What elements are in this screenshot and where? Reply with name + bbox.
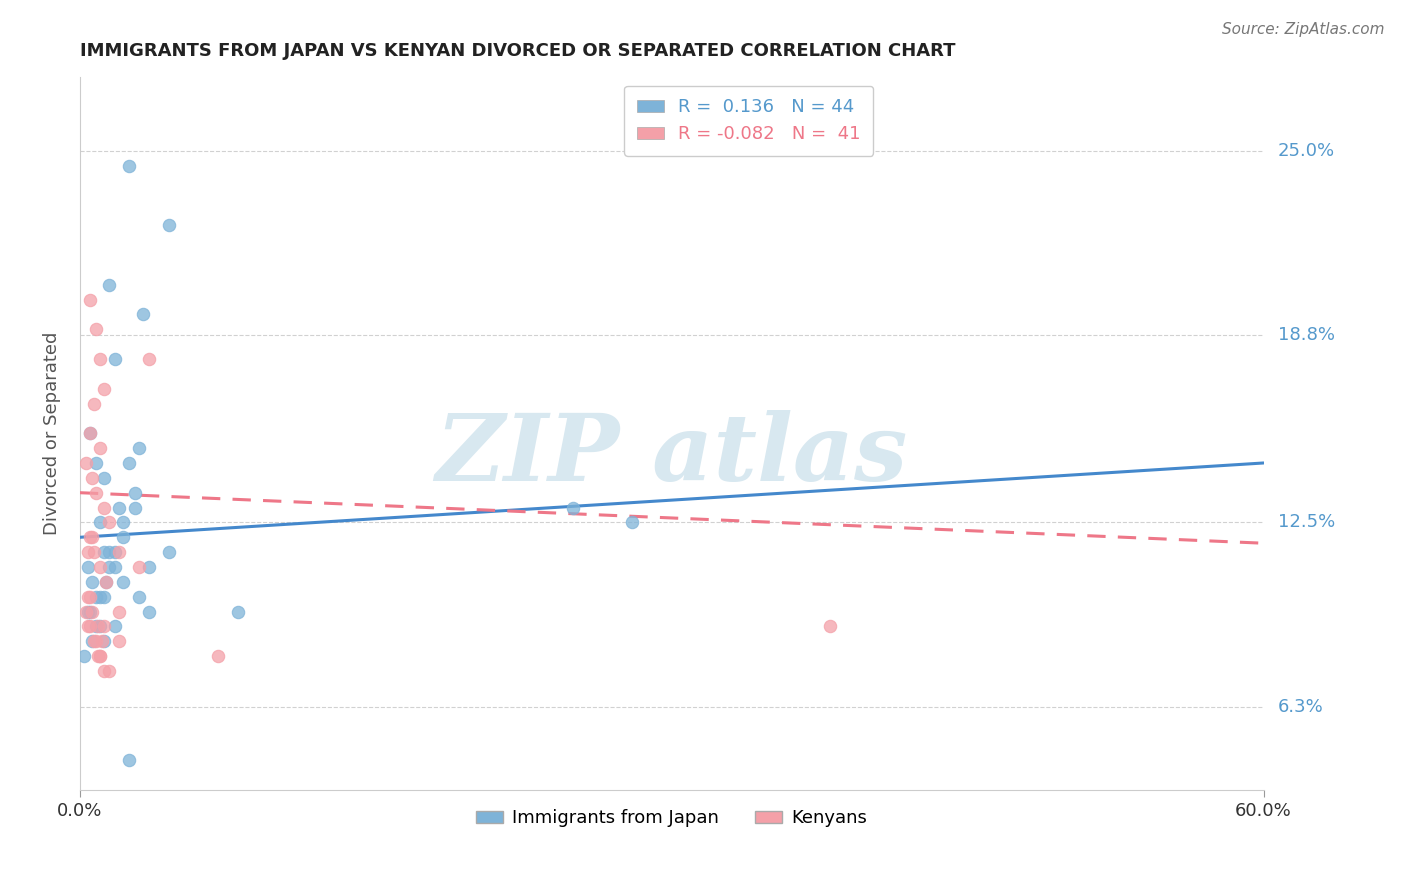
Point xyxy=(80,605,103,619)
Point xyxy=(104,545,127,559)
Text: ZIP atlas: ZIP atlas xyxy=(436,409,908,500)
Y-axis label: Divorced or Separated: Divorced or Separated xyxy=(44,332,60,535)
Point xyxy=(562,500,585,515)
Point xyxy=(80,530,103,544)
Point xyxy=(93,545,115,559)
Point xyxy=(104,560,127,574)
Point xyxy=(93,471,115,485)
Point xyxy=(80,471,103,485)
Point xyxy=(83,634,105,648)
Point xyxy=(128,560,150,574)
Point xyxy=(89,649,111,664)
Text: 25.0%: 25.0% xyxy=(1278,142,1334,160)
Point xyxy=(79,590,101,604)
Point xyxy=(132,307,155,321)
Text: 12.5%: 12.5% xyxy=(1278,514,1334,532)
Point xyxy=(93,634,115,648)
Point xyxy=(76,545,98,559)
Point xyxy=(98,664,121,678)
Point xyxy=(124,500,146,515)
Point xyxy=(80,574,103,589)
Point xyxy=(112,574,135,589)
Point xyxy=(118,753,141,767)
Point xyxy=(93,500,115,515)
Point xyxy=(108,605,131,619)
Point xyxy=(118,159,141,173)
Point xyxy=(93,664,115,678)
Point xyxy=(80,634,103,648)
Point xyxy=(89,590,111,604)
Point xyxy=(79,605,101,619)
Text: Source: ZipAtlas.com: Source: ZipAtlas.com xyxy=(1222,22,1385,37)
Point xyxy=(84,485,107,500)
Point xyxy=(84,619,107,633)
Point xyxy=(76,590,98,604)
Point xyxy=(79,619,101,633)
Point xyxy=(84,456,107,470)
Point xyxy=(108,634,131,648)
Point xyxy=(76,560,98,574)
Point xyxy=(89,619,111,633)
Point xyxy=(112,516,135,530)
Point xyxy=(157,218,180,232)
Point xyxy=(93,382,115,396)
Point xyxy=(76,619,98,633)
Point xyxy=(79,426,101,441)
Point xyxy=(89,441,111,455)
Point xyxy=(79,293,101,307)
Text: 6.3%: 6.3% xyxy=(1278,698,1323,715)
Point xyxy=(89,560,111,574)
Point xyxy=(93,619,115,633)
Point xyxy=(108,500,131,515)
Point xyxy=(818,619,841,633)
Point xyxy=(98,277,121,292)
Point xyxy=(98,545,121,559)
Point xyxy=(124,485,146,500)
Point xyxy=(75,605,97,619)
Point xyxy=(108,545,131,559)
Point xyxy=(104,619,127,633)
Point xyxy=(93,590,115,604)
Point xyxy=(157,545,180,559)
Point xyxy=(128,441,150,455)
Point xyxy=(79,426,101,441)
Point xyxy=(89,649,111,664)
Point xyxy=(86,619,108,633)
Point xyxy=(207,649,229,664)
Point xyxy=(84,634,107,648)
Point xyxy=(118,456,141,470)
Point xyxy=(98,560,121,574)
Point xyxy=(138,605,160,619)
Point xyxy=(84,322,107,336)
Point xyxy=(621,516,644,530)
Text: 18.8%: 18.8% xyxy=(1278,326,1334,344)
Point xyxy=(104,351,127,366)
Point xyxy=(112,530,135,544)
Legend: Immigrants from Japan, Kenyans: Immigrants from Japan, Kenyans xyxy=(470,802,875,834)
Point xyxy=(83,545,105,559)
Text: IMMIGRANTS FROM JAPAN VS KENYAN DIVORCED OR SEPARATED CORRELATION CHART: IMMIGRANTS FROM JAPAN VS KENYAN DIVORCED… xyxy=(80,42,955,60)
Point xyxy=(89,516,111,530)
Point xyxy=(79,530,101,544)
Point xyxy=(84,590,107,604)
Point xyxy=(226,605,249,619)
Point xyxy=(94,574,117,589)
Point xyxy=(76,605,98,619)
Point xyxy=(83,396,105,410)
Point xyxy=(98,516,121,530)
Point xyxy=(138,560,160,574)
Point xyxy=(128,590,150,604)
Point xyxy=(138,351,160,366)
Point xyxy=(90,634,112,648)
Point xyxy=(73,649,96,664)
Point xyxy=(86,649,108,664)
Point xyxy=(75,456,97,470)
Point xyxy=(89,351,111,366)
Point xyxy=(94,574,117,589)
